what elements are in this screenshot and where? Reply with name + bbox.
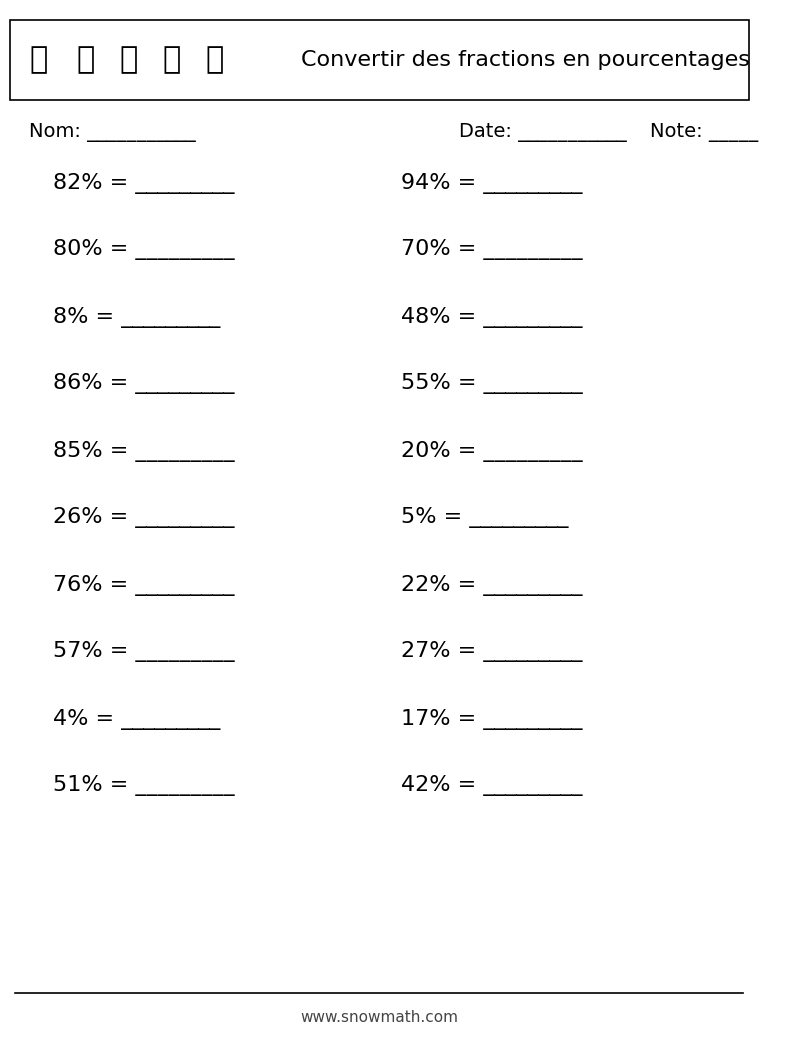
Text: 55% = _________: 55% = _________	[401, 374, 583, 395]
Text: 8% = _________: 8% = _________	[52, 306, 220, 327]
Text: 📅: 📅	[29, 45, 48, 75]
Text: 🪆: 🪆	[163, 45, 181, 75]
Text: 80% = _________: 80% = _________	[52, 239, 234, 260]
Text: Convertir des fractions en pourcentages: Convertir des fractions en pourcentages	[301, 49, 750, 69]
Text: 70% = _________: 70% = _________	[401, 239, 583, 260]
Text: 5% = _________: 5% = _________	[401, 508, 569, 529]
Text: 17% = _________: 17% = _________	[401, 709, 583, 730]
Text: Note: _____: Note: _____	[649, 123, 758, 142]
Text: 94% = _________: 94% = _________	[401, 173, 583, 194]
Text: Date: ___________: Date: ___________	[459, 123, 626, 142]
Text: 🌱: 🌱	[206, 45, 224, 75]
Text: 🧙: 🧙	[120, 45, 138, 75]
Text: 42% = _________: 42% = _________	[401, 775, 583, 796]
Text: Nom: ___________: Nom: ___________	[29, 123, 195, 142]
Text: 51% = _________: 51% = _________	[52, 775, 234, 796]
Text: 26% = _________: 26% = _________	[52, 508, 234, 529]
Text: 76% = _________: 76% = _________	[52, 575, 234, 596]
Text: 85% = _________: 85% = _________	[52, 440, 234, 461]
Text: 48% = _________: 48% = _________	[401, 306, 583, 327]
Text: www.snowmath.com: www.snowmath.com	[300, 1011, 458, 1026]
Text: 4% = _________: 4% = _________	[52, 709, 220, 730]
Text: 27% = _________: 27% = _________	[401, 641, 583, 662]
Text: 20% = _________: 20% = _________	[401, 440, 583, 461]
Text: 57% = _________: 57% = _________	[52, 641, 234, 662]
FancyBboxPatch shape	[10, 20, 749, 100]
Text: 86% = _________: 86% = _________	[52, 374, 234, 395]
Text: 82% = _________: 82% = _________	[52, 173, 234, 194]
Text: 22% = _________: 22% = _________	[401, 575, 583, 596]
Text: 🪴: 🪴	[77, 45, 95, 75]
